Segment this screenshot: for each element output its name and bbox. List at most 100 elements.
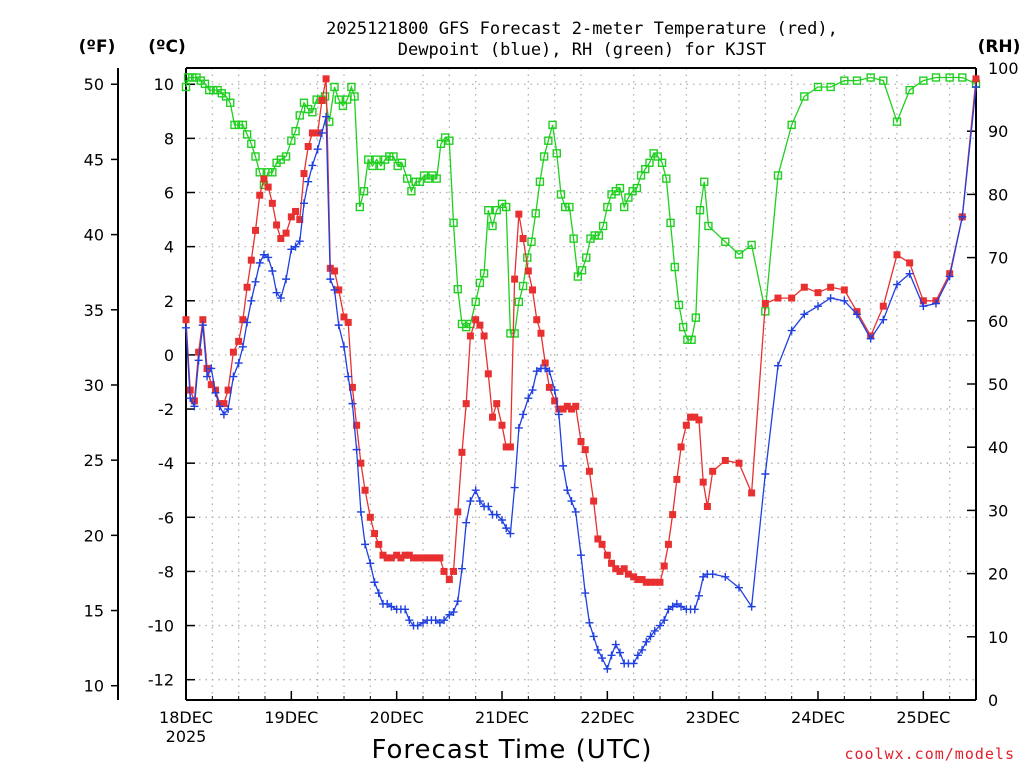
rh-point	[385, 152, 394, 161]
dewpoint-point	[773, 361, 782, 370]
rh-point	[577, 266, 587, 275]
temperature-point	[511, 275, 519, 283]
temperature-point	[252, 226, 260, 234]
temperature-point	[879, 302, 887, 310]
rh-axis-unit: (RH)	[978, 37, 1021, 57]
rh-tick-label: 90	[988, 122, 1008, 141]
temperature-point	[620, 565, 628, 573]
temperature-point	[379, 551, 387, 559]
dewpoint-point	[413, 621, 422, 630]
temperature-point	[256, 191, 264, 199]
temperature-point	[695, 416, 703, 424]
dewpoint-point	[603, 664, 612, 673]
temperature-point	[440, 567, 448, 575]
celsius-tick-label: -10	[148, 617, 174, 636]
dewpoint-point	[344, 372, 353, 381]
temperature-point	[454, 508, 462, 516]
temperature-point	[357, 459, 365, 467]
dewpoint-point	[852, 310, 861, 319]
temperature-point	[314, 129, 322, 137]
rh-point	[892, 117, 902, 126]
temperature-point	[273, 221, 281, 229]
rh-point	[539, 152, 549, 161]
rh-point	[800, 92, 809, 101]
celsius-tick-label: 6	[164, 184, 174, 203]
dewpoint-point	[919, 302, 928, 311]
x-axis-label: Forecast Time (UTC)	[371, 735, 652, 765]
dewpoint-point	[524, 394, 533, 403]
temperature-point	[581, 446, 589, 454]
rh-point	[471, 297, 480, 307]
dewpoint-point	[440, 616, 449, 625]
rh-point	[234, 120, 243, 130]
dewpoint-point	[699, 572, 708, 581]
dewpoint-point	[581, 589, 590, 598]
temperature-point	[484, 370, 492, 378]
dewpoint-point	[664, 605, 673, 614]
temperature-point	[247, 256, 255, 264]
rh-point	[645, 158, 654, 168]
dewpoint-point	[642, 637, 651, 646]
rh-point	[573, 272, 583, 281]
rh-tick-label: 30	[988, 501, 1008, 520]
temperature-point	[624, 570, 632, 578]
temperature-point	[268, 199, 276, 207]
dewpoint-point	[374, 589, 383, 598]
rh-point	[958, 73, 967, 82]
dewpoint-point	[229, 372, 238, 381]
temperature-point	[664, 540, 672, 548]
temperature-point	[616, 567, 624, 575]
dewpoint-point	[234, 359, 243, 368]
rh-point	[506, 329, 515, 338]
temperature-point	[761, 299, 769, 307]
x-tick-label: 18DEC	[159, 708, 213, 727]
temperature-point	[322, 75, 330, 83]
rh-point	[544, 136, 553, 145]
dewpoint-point	[506, 529, 515, 538]
rh-point	[556, 190, 566, 199]
temperature-line	[185, 78, 977, 583]
dewpoint-point	[633, 651, 642, 660]
x-tick-label: 23DEC	[686, 708, 740, 727]
fahrenheit-tick-label: 40	[84, 226, 104, 245]
temperature-point	[594, 535, 602, 543]
dewpoint-point	[215, 402, 224, 411]
rh-point	[479, 269, 489, 278]
dewpoint-point	[708, 570, 717, 579]
temperature-point	[541, 359, 549, 367]
dewpoint-point	[638, 645, 647, 654]
temperature-point	[598, 540, 606, 548]
temperature-point	[906, 259, 914, 267]
dewpoint-point	[484, 502, 493, 511]
rh-point	[641, 164, 650, 174]
rh-point	[704, 221, 713, 231]
rh-point	[372, 155, 381, 164]
rh-point	[334, 95, 343, 104]
dewpoint-point	[532, 367, 541, 376]
rh-point	[308, 108, 317, 117]
rh-point	[251, 152, 260, 161]
rh-point	[905, 85, 914, 95]
celsius-tick-label: 10	[154, 75, 174, 94]
rh-point	[200, 79, 210, 89]
temperature-point	[331, 267, 339, 275]
rh-point	[502, 202, 511, 212]
dewpoint-point	[611, 640, 620, 649]
temperature-point	[699, 478, 707, 486]
dewpoint-point	[761, 469, 770, 478]
fahrenheit-axis-unit: (ºF)	[79, 37, 116, 57]
fahrenheit-tick-label: 15	[84, 602, 104, 621]
dewpoint-point	[462, 518, 471, 527]
rh-point	[183, 73, 193, 82]
temperature-point	[277, 235, 285, 243]
temperature-point	[393, 551, 401, 559]
temperature-point	[669, 511, 677, 519]
rh-point	[445, 136, 454, 145]
dewpoint-point	[471, 486, 480, 495]
rh-point	[475, 278, 485, 288]
dewpoint-point	[607, 651, 616, 660]
rh-point	[565, 202, 574, 212]
temperature-point	[344, 318, 352, 326]
dewpoint-point	[840, 296, 849, 305]
